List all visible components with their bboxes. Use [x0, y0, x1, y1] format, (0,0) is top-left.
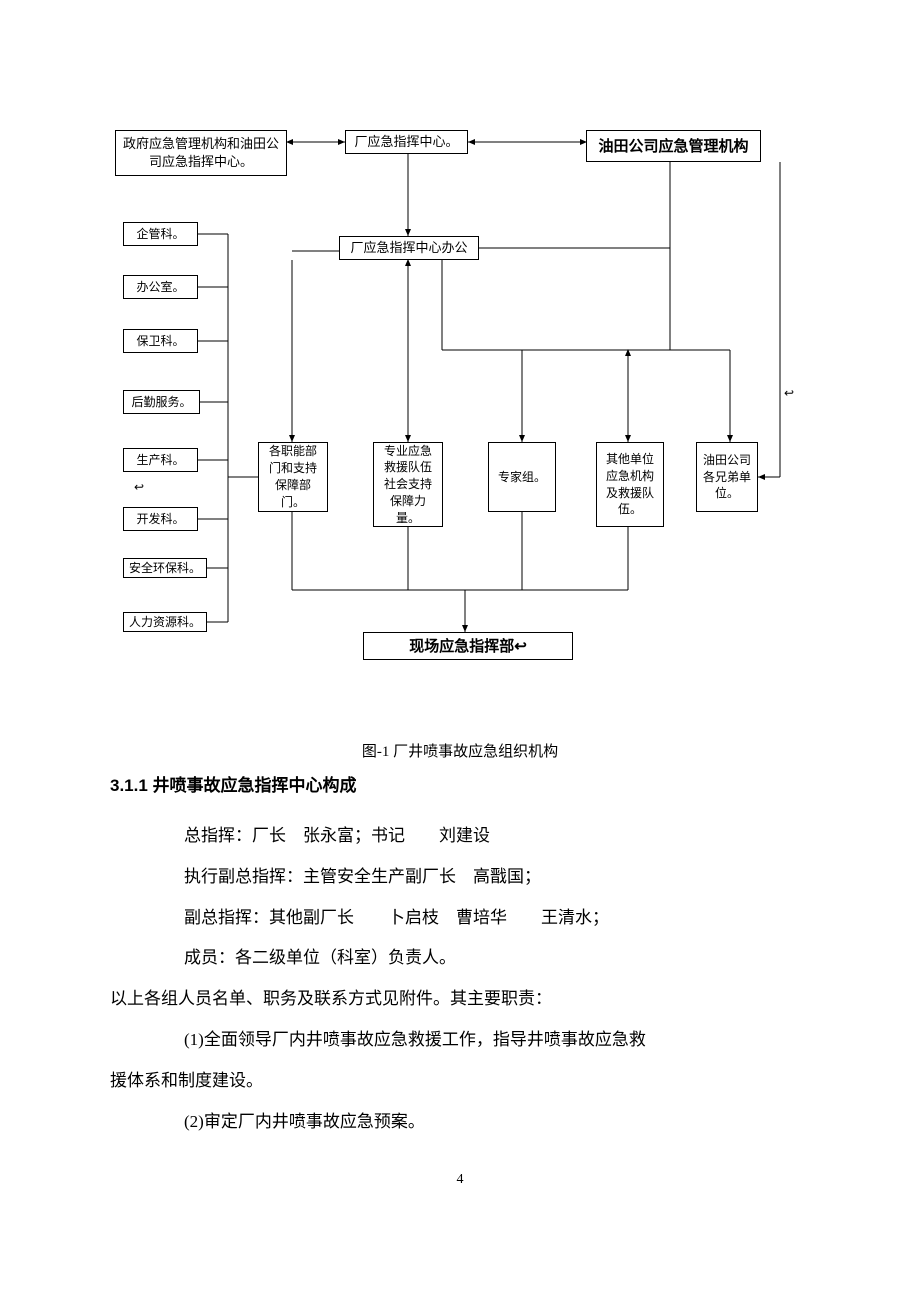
- document-page: 政府应急管理机构和油田公司应急指挥中心。 厂应急指挥中心。 油田公司应急管理机构…: [0, 0, 920, 1228]
- node-mid-3: 专家组。: [488, 442, 556, 512]
- annotation-arrow-1: ↩: [784, 386, 794, 401]
- node-left-5: 生产科。: [123, 448, 198, 472]
- node-left-8: 人力资源科。: [123, 612, 207, 632]
- node-gov-agency: 政府应急管理机构和油田公司应急指挥中心。: [115, 130, 287, 176]
- node-mid-5: 油田公司各兄弟单位。: [696, 442, 758, 512]
- node-left-1: 企管科。: [123, 222, 198, 246]
- section-heading: 3.1.1 井喷事故应急指挥中心构成: [110, 771, 810, 796]
- diagram-connectors: [110, 130, 810, 710]
- node-center-office: 厂应急指挥中心办公: [339, 236, 479, 260]
- figure-caption: 图-1 厂井喷事故应急组织机构: [310, 740, 610, 761]
- body-line-4: 成员：各二级单位（科室）负责人。: [150, 938, 810, 979]
- node-left-4: 后勤服务。: [123, 390, 200, 414]
- org-chart-diagram: 政府应急管理机构和油田公司应急指挥中心。 厂应急指挥中心。 油田公司应急管理机构…: [110, 130, 810, 710]
- node-mid-1: 各职能部门和支持保障部门。: [258, 442, 328, 512]
- body-line-5: 以上各组人员名单、职务及联系方式见附件。其主要职责：: [110, 979, 810, 1020]
- body-line-2: 执行副总指挥：主管安全生产副厂长 高戬国；: [150, 857, 810, 898]
- annotation-arrow-2: ↩: [134, 480, 144, 495]
- node-left-3: 保卫科。: [123, 329, 198, 353]
- node-left-6: 开发科。: [123, 507, 198, 531]
- body-line-3: 副总指挥：其他副厂长 卜启枝 曹培华 王清水；: [150, 898, 810, 939]
- node-oilfield-agency: 油田公司应急管理机构: [586, 130, 761, 162]
- node-left-7: 安全环保科。: [123, 558, 207, 578]
- node-left-2: 办公室。: [123, 275, 198, 299]
- body-line-1: 总指挥：厂长 张永富；书记 刘建设: [150, 816, 810, 857]
- body-line-6a: (1)全面领导厂内井喷事故应急救援工作，指导井喷事故应急救: [150, 1020, 810, 1061]
- body-line-6b: 援体系和制度建设。: [110, 1061, 810, 1102]
- page-number: 4: [110, 1172, 810, 1188]
- node-site-command: 现场应急指挥部↩: [363, 632, 573, 660]
- node-factory-center: 厂应急指挥中心。: [345, 130, 468, 154]
- body-line-7: (2)审定厂内井喷事故应急预案。: [150, 1102, 810, 1143]
- node-mid-2: 专业应急救援队伍社会支持保障力量。: [373, 442, 443, 527]
- node-mid-4: 其他单位应急机构及救援队伍。: [596, 442, 664, 527]
